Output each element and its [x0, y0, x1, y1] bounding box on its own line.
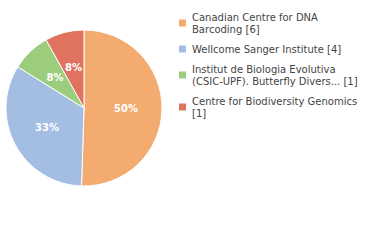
svg-text:Canadian Centre for DNA: Canadian Centre for DNA — [192, 12, 321, 23]
svg-text:[1]: [1] — [192, 108, 206, 119]
svg-text:Wellcome Sanger Institute [4]: Wellcome Sanger Institute [4] — [192, 44, 341, 55]
svg-text:Barcoding [6]: Barcoding [6] — [192, 24, 260, 35]
svg-text:Institut de Biologia Evolutiva: Institut de Biologia Evolutiva — [192, 64, 339, 75]
svg-text:Centre for Biodiversity Genomi: Centre for Biodiversity Genomics — [192, 96, 360, 107]
svg-text:8%: 8% — [47, 72, 64, 83]
svg-text:33%: 33% — [35, 122, 59, 133]
svg-text:(CSIC-UPF). Butterfly Divers..: (CSIC-UPF). Butterfly Divers... [1] — [192, 76, 358, 87]
svg-text:50%: 50% — [114, 103, 138, 114]
svg-text:8%: 8% — [65, 62, 82, 73]
